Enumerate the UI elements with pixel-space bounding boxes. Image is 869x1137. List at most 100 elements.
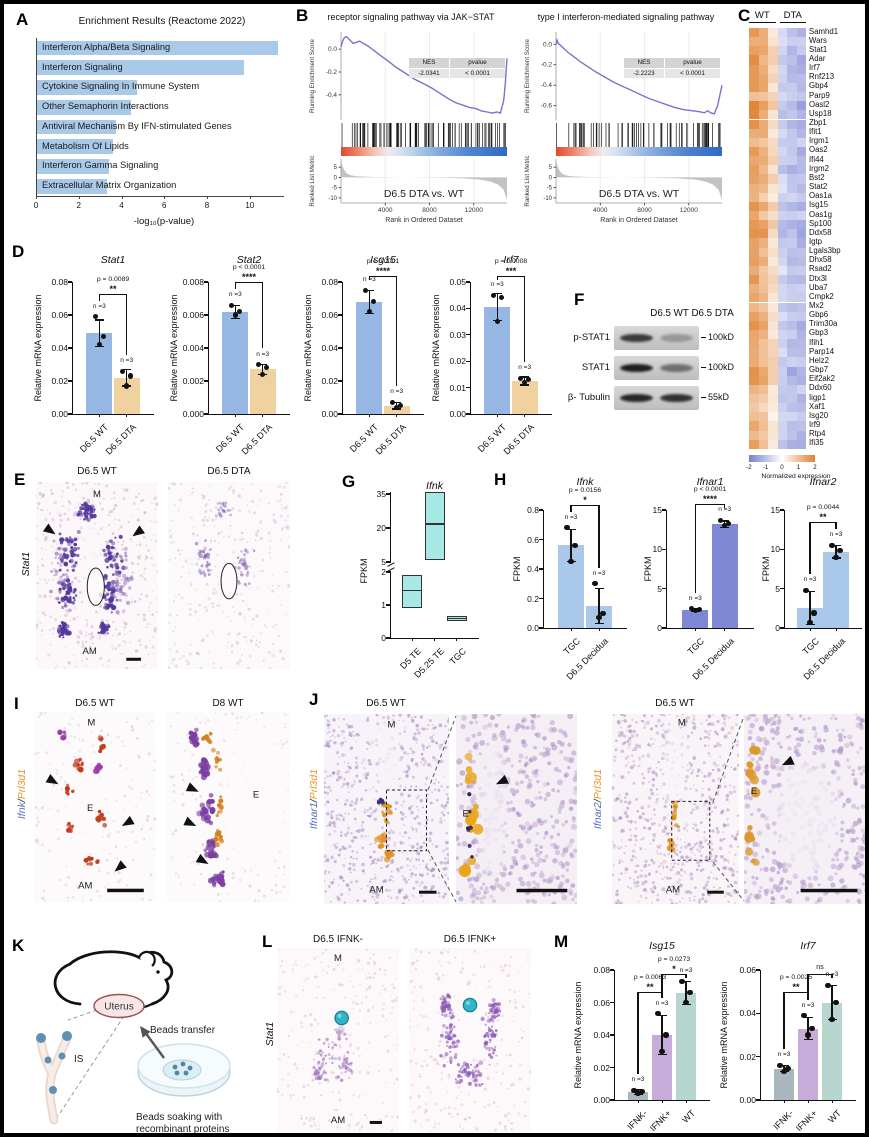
stain-speckle (218, 512, 222, 516)
stain-speckle (707, 842, 710, 846)
stain-speckle (131, 571, 135, 575)
stain-speckle (634, 820, 637, 824)
stain-speckle (112, 491, 116, 495)
stain-speckle (759, 885, 763, 890)
stain-speckle (57, 837, 60, 840)
stain-speckle (243, 559, 246, 562)
heatmap-cell (768, 146, 778, 157)
es-y-tick-label: 0.0 (328, 46, 337, 53)
stain-speckle (123, 629, 125, 632)
stain-speckle (57, 597, 61, 601)
stain-speckle (681, 736, 685, 739)
stain-speckle (119, 555, 123, 559)
stain-speckle (213, 539, 217, 543)
stain-speckle (174, 828, 178, 833)
stain-speckle (103, 552, 108, 557)
stain-speckle (706, 859, 710, 862)
stain-speckle (372, 850, 376, 854)
stain-speckle (617, 734, 621, 738)
stain-speckle (681, 725, 685, 728)
stain-speckle (772, 850, 777, 855)
stain-speckle (109, 832, 111, 835)
stain-speckle (151, 613, 155, 616)
stain-speckle (136, 555, 140, 559)
stain-speckle (571, 897, 575, 901)
stain-speckle (191, 793, 194, 796)
bar-label: Extracellular Matrix Organization (42, 180, 177, 191)
stain-speckle (662, 722, 665, 725)
chart-title: Ifnk (426, 480, 443, 492)
stain-speckle (425, 797, 428, 801)
stain-speckle (58, 523, 61, 526)
stain-speckle (55, 573, 58, 576)
stain-speckle (202, 494, 206, 498)
heatmap-cell (758, 439, 768, 449)
heatmap-cell (749, 183, 759, 193)
stain-speckle (687, 842, 691, 847)
heatmap-cell (787, 320, 797, 330)
stain-speckle (101, 526, 104, 529)
heatmap-cell (749, 156, 759, 166)
stain-speckle (346, 826, 351, 830)
stain-speckle (629, 834, 633, 838)
chart-title: Ifnk (576, 476, 594, 488)
stain-speckle (249, 638, 252, 641)
y-tick (662, 509, 666, 511)
stain-speckle (192, 883, 196, 886)
stain-speckle (619, 829, 624, 833)
stain-speckle (202, 523, 206, 527)
stain-speckle (732, 767, 737, 771)
stain-speckle (785, 879, 790, 884)
stain-speckle (231, 644, 234, 647)
stain-speckle (91, 744, 94, 747)
heatmap-cell (796, 64, 806, 74)
stain-speckle (520, 719, 525, 724)
stain-speckle (567, 765, 571, 770)
stain-speckle (233, 539, 236, 541)
stain-speckle (410, 718, 415, 723)
stain-speckle (237, 729, 239, 731)
stain-speckle (650, 822, 655, 826)
stain-speckle (673, 823, 678, 828)
gene-label: Oas2 (809, 145, 828, 155)
stain-speckle (82, 496, 85, 500)
stain-speckle (559, 750, 564, 754)
stain-speckle (177, 787, 180, 789)
stain-speckle (120, 872, 123, 874)
sig-bracket (369, 276, 397, 278)
stain-speckle (130, 561, 135, 565)
stain-speckle (656, 793, 659, 796)
stain-speckle (689, 787, 692, 791)
stain-speckle (122, 573, 127, 579)
size-marker-dash (701, 367, 706, 369)
n-label: n =3 (564, 513, 578, 521)
stain-speckle (469, 893, 475, 899)
stain-speckle (704, 840, 707, 843)
stain-speckle (811, 726, 817, 731)
stain-speckle (551, 824, 556, 829)
heatmap-cell (787, 174, 797, 184)
stain-speckle (534, 843, 539, 848)
heatmap-cell (749, 238, 759, 248)
stain-speckle (56, 627, 61, 632)
stain-speckle (355, 857, 358, 860)
stain-speckle (349, 746, 354, 750)
stain-speckle (281, 657, 285, 661)
heatmap-cell (787, 82, 797, 93)
stain-speckle (173, 799, 176, 802)
stain-speckle (758, 756, 763, 762)
stain-speckle (723, 858, 727, 862)
stain-speckle (354, 836, 358, 839)
stain-speckle (660, 785, 662, 787)
stain-speckle (847, 734, 853, 740)
stain-speckle (107, 659, 111, 662)
stain-speckle (771, 736, 775, 741)
heatmap-cell (796, 28, 806, 38)
stain-speckle (214, 525, 216, 527)
stain-speckle (229, 620, 232, 623)
stain-speckle (271, 591, 273, 594)
stain-speckle (286, 515, 290, 518)
stain-speckle (115, 598, 119, 602)
stain-speckle (43, 899, 46, 902)
stain-speckle (330, 816, 334, 819)
